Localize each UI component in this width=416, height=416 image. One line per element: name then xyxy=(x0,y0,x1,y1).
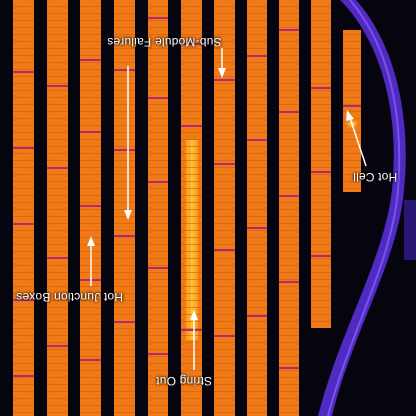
panel-row xyxy=(247,0,267,416)
sub-module-failures-label: Sub-Module Failures xyxy=(107,35,222,49)
panel-row xyxy=(80,0,101,416)
panel-row xyxy=(214,0,235,416)
hot-junction-boxes-label: Hot Junction Boxes xyxy=(16,290,123,304)
hot-cell-arrow xyxy=(346,110,367,167)
string-out-arrow xyxy=(190,310,198,370)
panel-row xyxy=(279,0,299,416)
ground-glow xyxy=(318,0,416,416)
panel-row-string-out xyxy=(181,0,202,416)
panel-row xyxy=(47,0,68,416)
annotation-arrows xyxy=(87,48,367,370)
panel-row xyxy=(148,0,168,416)
panel-row-hot-cell xyxy=(343,30,361,192)
panel-rows xyxy=(13,0,361,416)
panel-row xyxy=(13,0,34,416)
sub-module-arrow-2 xyxy=(218,48,226,78)
string-out-label: String Out xyxy=(156,374,213,388)
panel-row xyxy=(114,0,135,416)
junction-box-arrow xyxy=(87,236,95,286)
panel-row xyxy=(311,0,331,328)
sub-module-arrow-1 xyxy=(124,66,132,220)
hot-cell-label: Hot Cell xyxy=(353,170,398,184)
